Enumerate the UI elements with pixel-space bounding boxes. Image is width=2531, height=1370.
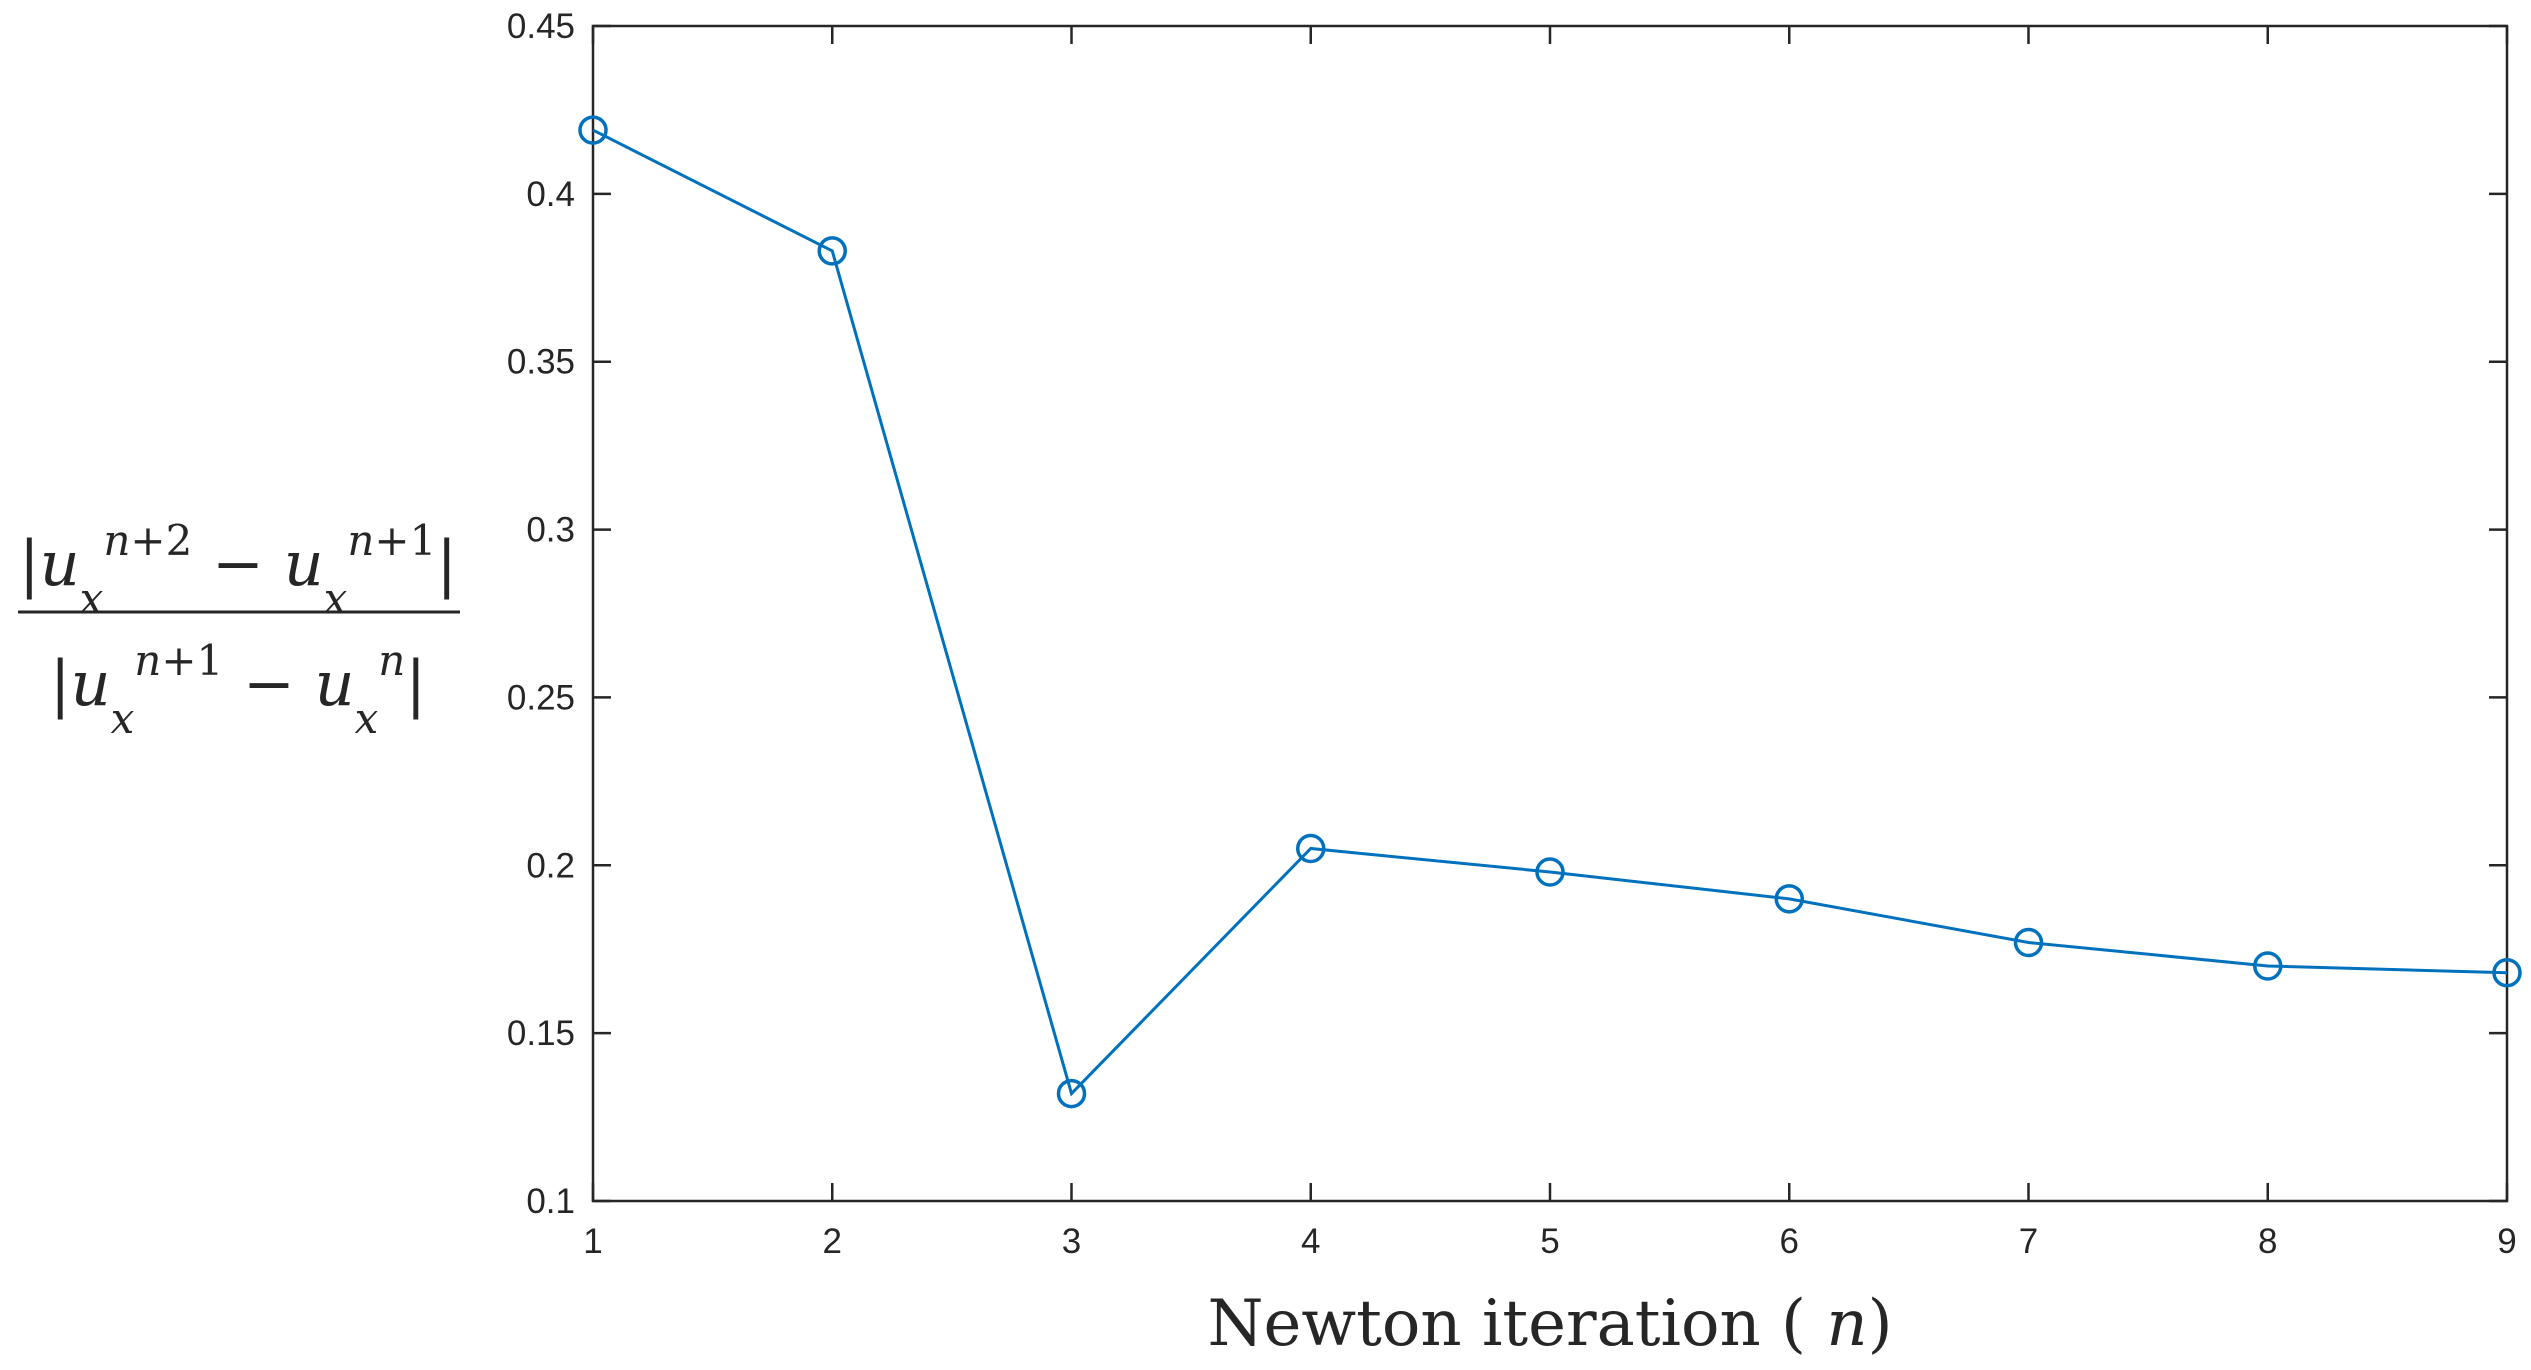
data-point [1296, 833, 1326, 864]
x-axis-label-close: ) [1868, 1287, 1893, 1361]
x-tick-label: 2 [823, 1222, 842, 1261]
data-point [2492, 957, 2522, 988]
x-tick-label: 6 [1780, 1222, 1799, 1261]
y-tick-label: 0.15 [507, 1014, 575, 1053]
x-tick-label: 9 [2497, 1222, 2516, 1261]
markers [578, 115, 2522, 1109]
y-tick-label: 0.25 [507, 678, 575, 717]
x-axis-label-variable: n [1826, 1287, 1867, 1361]
y-axis-label: |uxn+2 − uxn+1| |uxn+1 − uxn| [18, 516, 460, 743]
x-tick-label: 1 [583, 1222, 602, 1261]
tick-labels: 1 2 3 4 5 6 7 8 9 0.1 0.15 0.2 0.25 0.3 0.35 0.4 0.45 [507, 7, 2517, 1261]
x-tick-label: 5 [1540, 1222, 1559, 1261]
data-point [817, 236, 847, 266]
data-point [578, 115, 608, 145]
x-tick-label: 3 [1062, 1222, 1081, 1261]
x-tick-label: 8 [2258, 1222, 2277, 1261]
data-point [1535, 857, 1565, 887]
y-axis-label-numerator: |uxn+2 − uxn+1| [19, 516, 457, 623]
data-point [2013, 927, 2044, 958]
y-tick-label: 0.3 [526, 511, 575, 550]
y-tick-label: 0.4 [526, 175, 575, 214]
y-tick-label: 0.35 [507, 343, 575, 382]
x-tick-label: 4 [1301, 1222, 1320, 1261]
plot-area [593, 26, 2507, 1201]
x-axis-label: Newton iteration ( n) [1207, 1287, 1892, 1361]
data-point [1056, 1078, 1087, 1109]
y-tick-label: 0.2 [526, 846, 575, 885]
y-tick-label: 0.1 [526, 1182, 575, 1221]
y-axis-label-denominator: |uxn+1 − uxn| [50, 636, 426, 743]
data-point [2253, 951, 2283, 981]
y-tick-label: 0.45 [507, 7, 575, 46]
x-tick-label: 7 [2019, 1222, 2038, 1261]
series-line [592, 128, 2508, 1097]
data-point [1774, 884, 1804, 914]
x-axis-label-text: Newton iteration ( [1207, 1287, 1806, 1361]
axes-box [591, 24, 2509, 1203]
